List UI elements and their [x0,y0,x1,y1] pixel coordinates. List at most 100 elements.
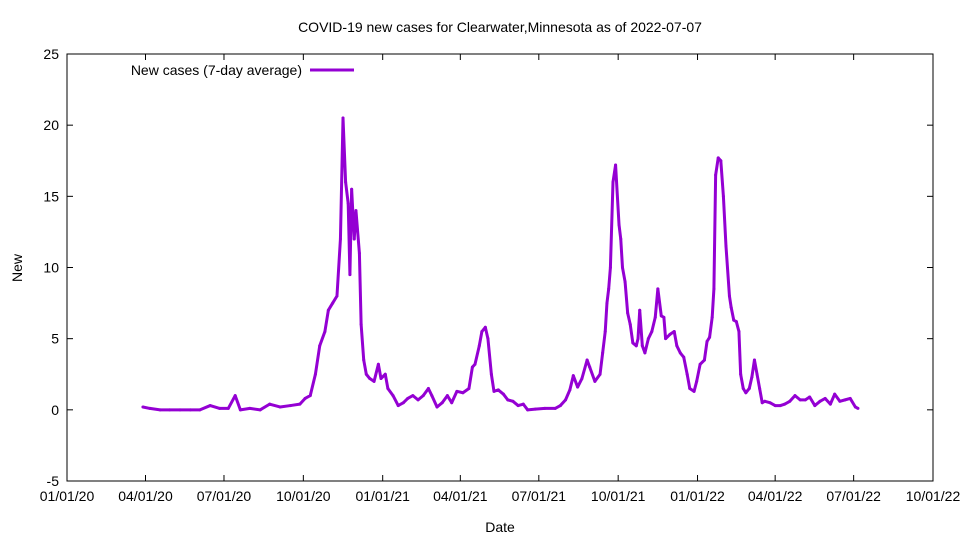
data-point [813,404,817,408]
data-point [685,372,689,376]
data-point [741,386,745,390]
data-point [141,405,145,409]
y-tick-label: 0 [51,402,59,418]
data-point [338,237,342,241]
data-point [323,330,327,334]
data-point [823,396,827,400]
data-point [659,314,663,318]
data-point [511,399,515,403]
x-tick-label: 10/01/20 [276,488,331,504]
data-point [593,379,597,383]
data-point [218,406,222,410]
data-point [430,394,434,398]
data-point [148,406,152,410]
data-point [695,379,699,383]
data-point [364,372,368,376]
data-point [650,330,654,334]
x-tick-label: 10/01/21 [591,488,646,504]
data-point [620,266,624,269]
data-point [580,377,584,381]
x-tick-label: 07/01/20 [197,488,252,504]
data-point [208,404,212,408]
chart-title: COVID-19 new cases for Clearwater,Minnes… [298,19,702,35]
data-point [778,404,782,408]
data-point [705,340,709,344]
data-point [198,408,202,412]
y-tick-label: -5 [47,473,60,489]
data-point [653,315,657,319]
x-tick-label: 04/01/22 [748,488,803,504]
data-point [368,377,372,381]
x-tick-label: 07/01/21 [512,488,567,504]
data-point [721,194,725,198]
y-axis-label: New [9,253,25,282]
data-point [760,401,764,405]
x-tick-label: 01/01/21 [355,488,410,504]
data-point [326,308,330,312]
data-point [668,332,672,336]
data-point [856,406,860,410]
legend: New cases (7-day average) [131,62,354,78]
data-point [640,344,644,348]
data-point [357,251,361,255]
data-point [331,301,335,305]
data-point [335,294,339,298]
data-point [188,408,192,412]
data-point [598,372,602,376]
y-tick-label: 5 [51,331,59,347]
data-point [585,358,589,362]
data-point [727,294,731,298]
data-point [396,404,400,408]
data-point [489,372,493,376]
data-point [248,406,252,410]
data-point [603,330,607,334]
data-point [853,405,857,409]
data-point [763,399,767,403]
data-point [619,237,623,241]
data-point [773,404,777,408]
data-point [350,187,354,191]
y-tick-label: 25 [43,46,59,62]
data-point [631,341,635,345]
data-point [803,398,807,402]
data-point [226,406,230,410]
x-axis: 01/01/20 04/01/20 07/01/20 10/01/20 01/01/21… [40,54,960,504]
data-point [450,401,454,405]
data-point [638,308,642,312]
data-point [611,180,615,184]
data-point [808,395,812,399]
data-point [636,337,640,341]
data-point [379,377,383,381]
data-point [739,372,743,376]
data-point [473,362,477,366]
data-point [626,311,630,315]
data-point [383,372,387,376]
series-line-new-cases [142,116,859,412]
data-point [678,351,682,355]
data-point [662,315,666,319]
data-point [496,388,500,392]
plot-frame [66,53,934,482]
data-point [664,337,668,341]
data-point [750,375,754,379]
data-point [643,351,647,355]
data-point [682,355,686,359]
x-tick-label: 10/01/22 [906,488,960,504]
data-point [724,244,728,248]
data-point [607,287,611,291]
data-point [675,344,679,348]
data-point [233,394,237,398]
data-point [708,335,712,339]
data-point [372,379,376,383]
data-point [571,374,575,378]
data-point [564,398,568,402]
legend-label: New cases (7-day average) [131,62,302,78]
data-points [141,116,860,412]
data-point [712,287,716,291]
data-point [288,404,292,408]
data-point [646,337,650,341]
data-point [386,386,390,390]
data-point [278,405,282,409]
